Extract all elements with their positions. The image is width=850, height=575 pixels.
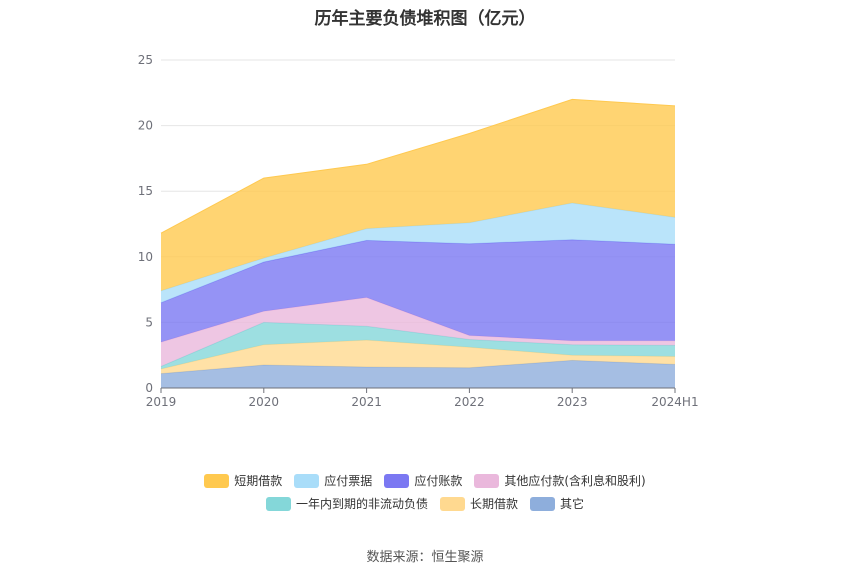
stacked-area-chart: 0 5 10 15 20 25 2019 2020 2021 2022 2023 2024H1: [138, 53, 699, 409]
area-series-短期借款: [161, 99, 675, 291]
x-tick-label: 2021: [351, 395, 382, 409]
area-series-line: [160, 98, 676, 234]
legend-swatch: [439, 496, 465, 511]
y-tick-label: 15: [138, 184, 153, 198]
legend-swatch: [384, 473, 410, 488]
legend-item[interactable]: 应付票据: [294, 472, 372, 489]
area-series: [160, 98, 676, 388]
area-series-长期借款: [161, 340, 675, 374]
legend-item[interactable]: 其他应付款(含利息和股利): [474, 472, 646, 489]
legend-item[interactable]: 长期借款: [439, 495, 518, 512]
data-source-note: 数据来源：恒生聚源: [366, 550, 484, 565]
legend-label: 短期借款: [234, 474, 283, 488]
y-tick-label: 25: [138, 53, 153, 67]
legend-swatch: [294, 473, 320, 488]
legend-item[interactable]: 应付账款: [384, 472, 462, 489]
legend-label: 一年内到期的非流动负债: [295, 497, 428, 511]
area-series-应付票据: [161, 203, 675, 303]
legend-label: 应付票据: [324, 474, 373, 488]
legend-swatch: [204, 473, 230, 488]
x-tick-label: 2024H1: [651, 395, 698, 409]
axes: 0 5 10 15 20 25 2019 2020 2021 2022 2023 2024H1: [138, 53, 699, 409]
legend-label: 其他应付款(含利息和股利): [504, 474, 646, 488]
legend-label: 其它: [560, 497, 585, 511]
legend-label: 应付账款: [414, 474, 463, 488]
x-tick-label: 2019: [146, 395, 177, 409]
x-tick-label: 2022: [454, 395, 485, 409]
chart-title: 历年主要负债堆积图（亿元）: [314, 9, 536, 29]
legend-label: 长期借款: [469, 497, 518, 511]
legend-item[interactable]: 一年内到期的非流动负债: [265, 495, 428, 512]
x-tick-label: 2020: [249, 395, 280, 409]
area-series-一年内到期的非流动负债: [161, 322, 675, 369]
y-tick-label: 0: [145, 381, 153, 395]
x-tick-label: 2023: [557, 395, 588, 409]
legend: 短期借款 应付票据 应付账款 其他应付款(含利息和股利) 一年内到期的非流动负债 长期借…: [0, 472, 850, 518]
legend-swatch: [530, 496, 555, 511]
area-series-其他应付款(含利息和股利): [161, 297, 675, 367]
legend-item[interactable]: 短期借款: [204, 472, 282, 489]
y-tick-label: 10: [138, 250, 153, 264]
y-tick-label: 20: [138, 119, 153, 133]
legend-row: 一年内到期的非流动负债 长期借款 其它: [0, 495, 850, 512]
legend-swatch: [265, 496, 291, 511]
legend-row: 短期借款 应付票据 应付账款 其他应付款(含利息和股利): [0, 472, 850, 489]
y-tick-label: 5: [145, 315, 153, 329]
legend-swatch: [474, 473, 500, 488]
legend-item[interactable]: 其它: [530, 495, 584, 512]
area-series-其它: [161, 360, 675, 388]
area-series-应付账款: [161, 239, 675, 343]
